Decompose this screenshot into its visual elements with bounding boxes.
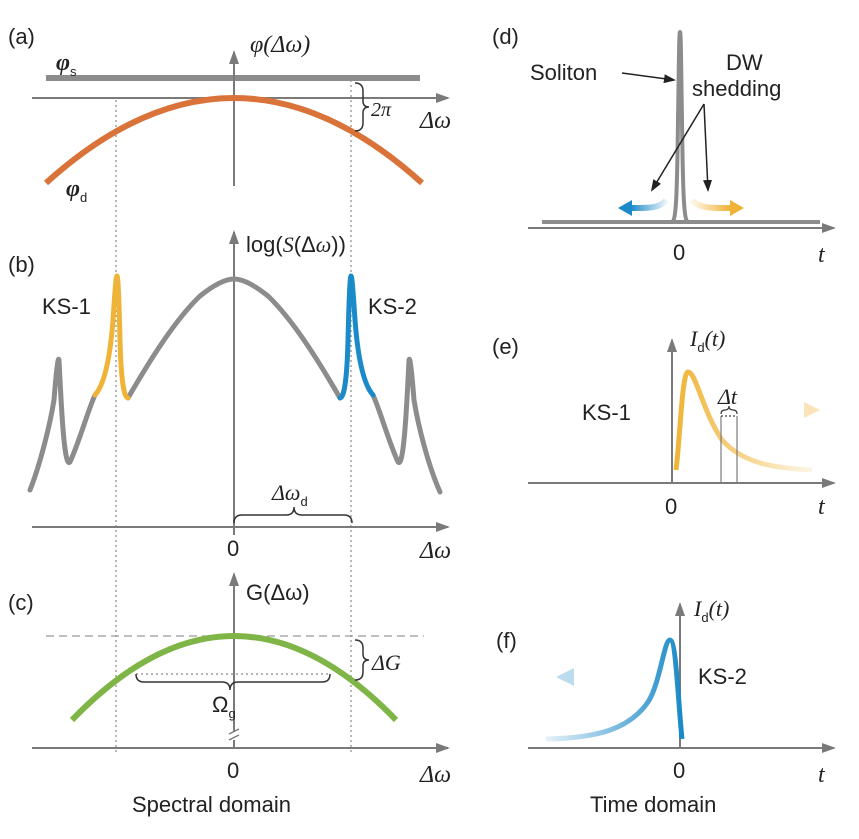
panel-f: (f) KS-2 Id(t) 0 t — [496, 596, 836, 788]
a-gap-brace — [354, 82, 370, 132]
panel-d-tag: (d) — [492, 24, 519, 49]
e-ks1-label: KS-1 — [582, 400, 631, 425]
dt-label: Δt — [717, 384, 738, 409]
dw-blue-arrowhead-icon — [618, 200, 632, 216]
d-zero: 0 — [673, 240, 685, 265]
dw-label-line1: DW — [726, 50, 763, 75]
phi-s-label: φs — [56, 50, 77, 79]
phi-d-curve — [43, 95, 425, 186]
ks1-label: KS-1 — [42, 294, 91, 319]
ks1-pulse — [673, 369, 813, 473]
a-y-label: φ(Δω) — [250, 32, 310, 58]
e-y-label: Id(t) — [689, 326, 725, 355]
panel-a-tag: (a) — [8, 24, 35, 49]
panel-c-tag: (c) — [8, 590, 34, 615]
f-arrowhead-icon — [556, 668, 574, 686]
f-x-label: t — [818, 762, 826, 788]
f-y-label: Id(t) — [693, 596, 729, 625]
ks2-label: KS-2 — [368, 294, 417, 319]
phi-d-label: φd — [66, 176, 87, 205]
axis-break-icon — [228, 728, 240, 741]
b-y-label: log(S(Δω)) — [246, 232, 346, 257]
e-zero: 0 — [665, 494, 677, 519]
b-zero: 0 — [227, 536, 239, 561]
e-x-label: t — [818, 494, 826, 520]
delta-g-label: ΔG — [371, 650, 401, 675]
a-x-label: Δω — [419, 108, 451, 134]
dw-yellow-arrowhead-icon — [730, 200, 744, 216]
delta-g-brace — [354, 639, 370, 681]
dw-pointer-right — [703, 103, 713, 192]
panel-f-tag: (f) — [496, 628, 517, 653]
ks2-peak — [337, 273, 376, 401]
dw-blue-arrow-body — [630, 198, 669, 211]
ks1-peak — [92, 273, 131, 401]
omega-g-label: Ωg — [212, 692, 236, 721]
panel-c: (c) Ωg ΔG G(Δω) 0 Δω — [8, 572, 451, 788]
spectrum-center — [125, 276, 343, 401]
spectral-domain-caption: Spectral domain — [132, 792, 291, 817]
dw-pointer-left — [650, 103, 705, 192]
b-brace-label: Δωd — [271, 480, 308, 509]
panel-e-tag: (e) — [492, 334, 519, 359]
panel-e: (e) Δt KS-1 Id(t) 0 t — [492, 326, 836, 520]
soliton-pulse — [670, 29, 690, 224]
dw-yellow-arrow-body — [689, 198, 730, 211]
b-brace — [233, 506, 353, 524]
f-zero: 0 — [673, 758, 685, 783]
b-y-label-text: log(S(Δω)) — [242, 232, 347, 257]
panel-b: (b) KS-1 KS-2 log(S(Δω)) log(S(Δω)) Δωd … — [8, 230, 451, 564]
c-y-label: G(Δω) — [246, 580, 310, 605]
c-brace — [135, 673, 331, 691]
f-ks2-label: KS-2 — [698, 664, 747, 689]
time-domain-caption: Time domain — [590, 792, 716, 817]
soliton-pointer — [621, 72, 676, 84]
panel-b-tag: (b) — [8, 252, 35, 277]
panel-a: (a) φs φd φ(Δω) Δω 2π — [8, 24, 451, 205]
spectrum-left-wing — [27, 356, 98, 493]
dw-label-line2: shedding — [692, 76, 781, 101]
ks2-pulse — [545, 637, 685, 742]
dt-brace — [720, 405, 738, 415]
c-x-label: Δω — [419, 762, 451, 788]
c-zero: 0 — [227, 758, 239, 783]
a-gap-label: 2π — [371, 99, 392, 121]
panel-d: (d) Soliton DW shedding 0 t — [492, 24, 836, 268]
d-x-label: t — [818, 242, 826, 268]
b-x-label: Δω — [419, 538, 451, 564]
soliton-label: Soliton — [530, 60, 597, 85]
spectrum-right-wing — [370, 356, 443, 495]
gain-curve — [69, 633, 399, 723]
e-arrowhead-icon — [804, 402, 820, 418]
